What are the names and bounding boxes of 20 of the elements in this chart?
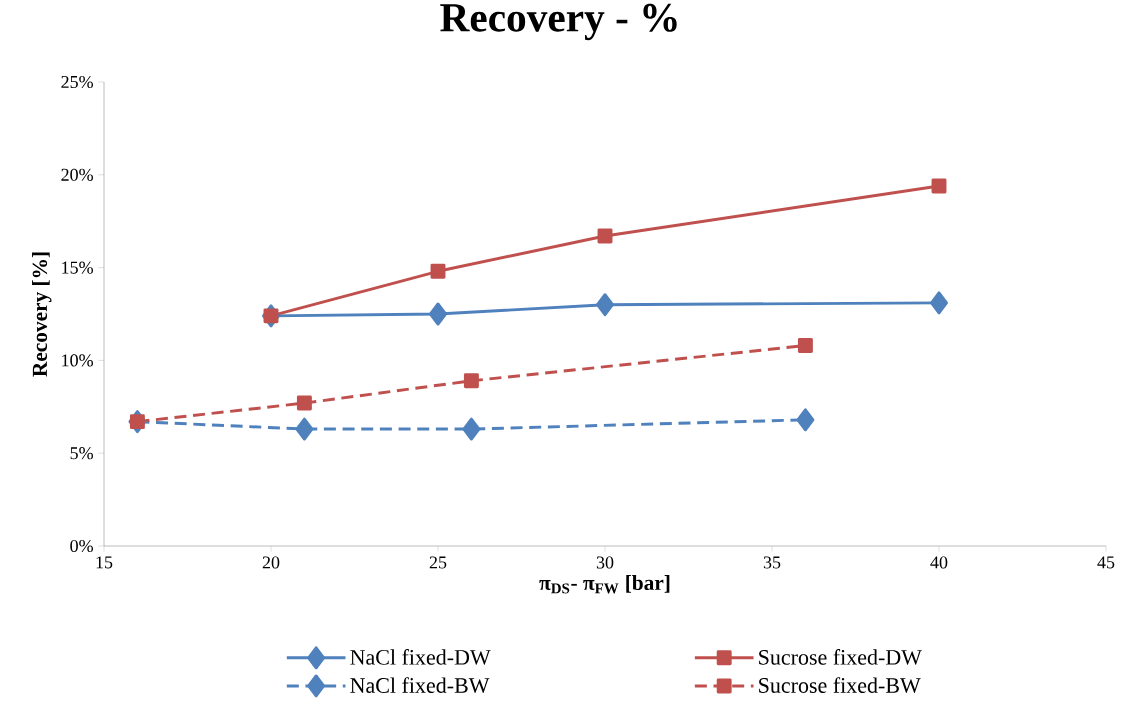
x-tick-label: 40 xyxy=(930,556,948,569)
legend-label: NaCl fixed-BW xyxy=(350,677,490,694)
y-axis-title: Recovery [%] xyxy=(32,252,52,377)
x-tick-label: 30 xyxy=(596,556,614,569)
y-tick-label: 25% xyxy=(61,75,93,89)
x-tick-label: 35 xyxy=(763,556,781,569)
x-tick-label: 25 xyxy=(429,556,447,569)
x-axis-title: π$_{DS}$- π$_{FW}$ [bar] xyxy=(539,575,670,594)
legend-label: Sucrose fixed-DW xyxy=(759,649,922,665)
y-tick-label: 0% xyxy=(70,539,93,553)
legend-label: Sucrose fixed-BW xyxy=(759,677,921,694)
y-tick-label: 15% xyxy=(62,261,93,274)
y-tick-label: 20% xyxy=(61,168,93,181)
x-tick-label: 15 xyxy=(96,556,113,569)
x-tick-label: 45 xyxy=(1097,556,1115,569)
x-tick-label: 20 xyxy=(262,556,280,569)
legend-label: NaCl fixed-DW xyxy=(350,649,491,665)
y-tick-label: 10% xyxy=(62,354,93,367)
chart-title: Recovery - % xyxy=(440,3,677,41)
y-tick-label: 5% xyxy=(70,447,93,460)
